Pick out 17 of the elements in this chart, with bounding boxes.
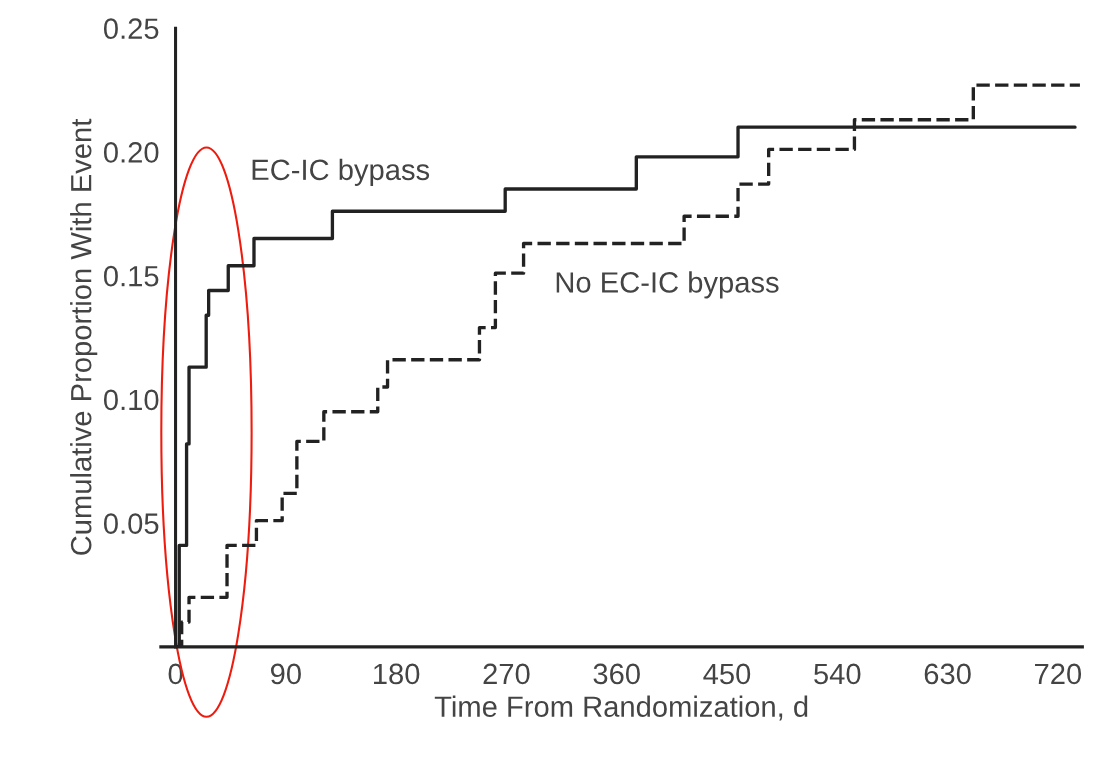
x-tick-label: 90	[270, 663, 301, 685]
x-axis-title: Time From Randomization, d	[434, 695, 808, 721]
y-tick-label: 0.10	[103, 389, 159, 411]
x-tick-label: 630	[924, 663, 971, 685]
y-tick-label: 0.05	[103, 513, 159, 534]
series-label: EC-IC bypass	[252, 158, 430, 186]
x-tick-label: 180	[374, 663, 420, 685]
x-tick-label: 450	[703, 663, 751, 685]
x-tick-label: 720	[1035, 663, 1082, 685]
x-tick-label: 360	[593, 663, 640, 685]
y-tick-label: 0.20	[103, 142, 159, 163]
y-tick-label: 0.15	[103, 265, 159, 287]
series-label: No EC-IC bypass	[556, 271, 779, 299]
y-tick-label: 0.25	[103, 18, 159, 40]
y-axis-title: Cumulative Proportion With Event	[70, 118, 98, 555]
x-tick-label: 540	[814, 663, 861, 685]
x-tick-label: 270	[483, 663, 530, 685]
